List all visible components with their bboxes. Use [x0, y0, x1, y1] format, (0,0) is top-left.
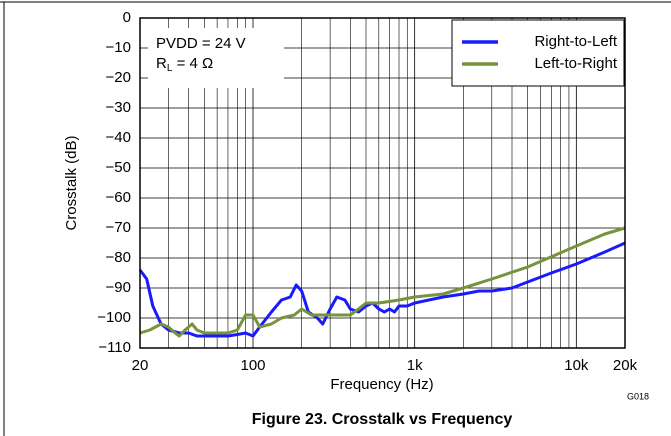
y-tick-label: −80 [106, 249, 131, 266]
x-tick-label: 10k [564, 357, 589, 374]
x-tick-label: 20 [132, 357, 149, 374]
y-tick-label: −50 [106, 159, 131, 176]
chart-title: Figure 23. Crosstalk vs Frequency [252, 411, 513, 428]
x-tick-label: 20k [613, 357, 638, 374]
y-tick-label: −30 [106, 99, 131, 116]
plot-frame [139, 17, 626, 349]
y-tick-label: −90 [106, 279, 131, 296]
legend-label: Left-to-Right [534, 55, 617, 72]
x-axis-label: Frequency (Hz) [330, 376, 433, 393]
series-line [139, 226, 626, 338]
y-tick-label: −100 [97, 309, 131, 326]
y-tick-label: −40 [106, 129, 131, 146]
annotation-box [148, 28, 284, 88]
y-tick-label: −20 [106, 69, 131, 86]
y-tick-label: −70 [106, 219, 131, 236]
lines [138, 226, 626, 338]
y-tick-label: 0 [123, 9, 131, 26]
y-tick-label: −110 [98, 339, 131, 356]
series-line [138, 241, 626, 338]
x-tick-label: 1k [407, 357, 423, 374]
x-tick-label: 100 [240, 357, 265, 374]
legend-label: Right-to-Left [534, 33, 617, 50]
y-axis-label: Crosstalk (dB) [63, 135, 80, 230]
annotation: RL = 4 Ω [156, 55, 213, 74]
legend-box [451, 19, 625, 87]
figure-id: G018 [627, 391, 649, 401]
overlay: PVDD = 24 V RL = 4 Ω Right-to-Left Left-to-… [148, 19, 625, 88]
y-tick-label: −60 [106, 189, 131, 206]
annotation: PVDD = 24 V [156, 35, 246, 52]
y-tick-label: −10 [106, 39, 131, 56]
